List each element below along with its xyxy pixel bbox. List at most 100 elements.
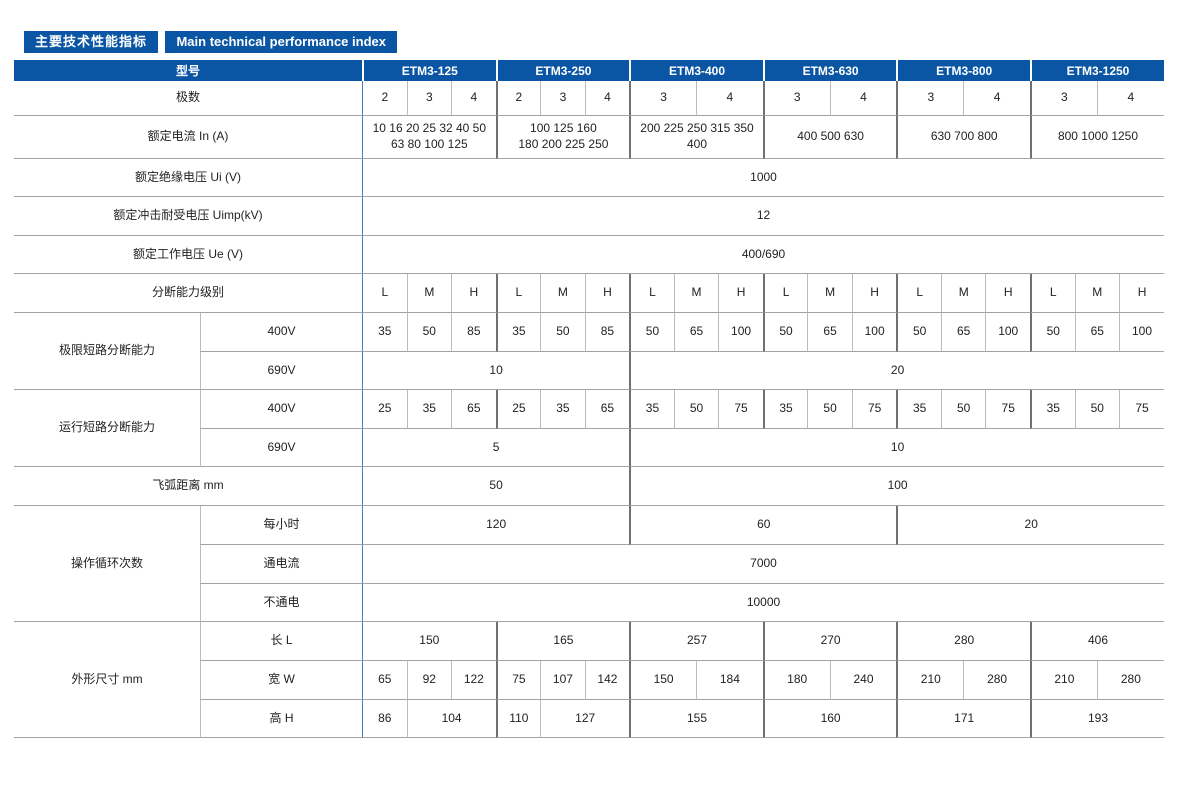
- service-400-value: 50: [1074, 390, 1120, 429]
- poles-value: 3: [540, 81, 585, 116]
- height-value: 193: [1029, 700, 1164, 738]
- ultimate-400-value: 50: [540, 313, 585, 352]
- per-hour-value: 120: [362, 506, 630, 545]
- sub-label-690v: 690V: [200, 352, 363, 390]
- performance-table: 型号 ETM3-125 ETM3-250 ETM3-400 ETM3-630 E…: [14, 60, 1164, 738]
- level-value: L: [1029, 274, 1075, 313]
- row-label-arc-distance: 飞弧距离 mm: [14, 467, 363, 506]
- poles-value: 4: [696, 81, 763, 116]
- length-value: 280: [896, 622, 1030, 661]
- insulation-voltage-value: 1000: [362, 159, 1164, 197]
- ultimate-400-value: 100: [1119, 313, 1164, 352]
- service-400-value: 50: [940, 390, 986, 429]
- service-400-value: 35: [406, 390, 452, 429]
- row-label-insulation-voltage: 额定绝缘电压 Ui (V): [14, 159, 363, 197]
- poles-value: 3: [896, 81, 964, 116]
- length-value: 270: [762, 622, 897, 661]
- rated-current-value: 200 225 250 315 350 400: [629, 116, 763, 159]
- row-label-poles: 极数: [14, 81, 363, 116]
- sub-label-length: 长 L: [200, 622, 363, 661]
- service-690-value: 5: [362, 429, 630, 467]
- service-400-value: 50: [673, 390, 719, 429]
- poles-value: 3: [1029, 81, 1097, 116]
- width-value: 280: [1096, 661, 1164, 700]
- service-400-value: 35: [629, 390, 674, 429]
- arc-distance-value: 100: [629, 467, 1164, 506]
- section-title-zh: 主要技术性能指标: [24, 31, 159, 53]
- width-value: 75: [495, 661, 541, 700]
- ultimate-400-value: 85: [584, 313, 630, 352]
- service-400-value: 35: [896, 390, 941, 429]
- level-value: M: [807, 274, 852, 313]
- group-label-dimensions: 外形尺寸 mm: [14, 622, 200, 738]
- header-model: ETM3-630: [762, 60, 897, 81]
- level-value: M: [1074, 274, 1120, 313]
- level-value: L: [629, 274, 674, 313]
- sub-label-with-current: 通电流: [200, 545, 363, 584]
- width-value: 122: [451, 661, 496, 700]
- level-value: M: [540, 274, 585, 313]
- poles-value: 4: [829, 81, 897, 116]
- header-model: ETM3-250: [495, 60, 630, 81]
- width-value: 240: [829, 661, 897, 700]
- sub-label-400v: 400V: [200, 390, 363, 429]
- group-label-ultimate-breaking: 极限短路分断能力: [14, 313, 200, 390]
- sub-label-690v: 690V: [200, 429, 363, 467]
- service-400-value: 75: [1119, 390, 1164, 429]
- width-value: 150: [629, 661, 696, 700]
- level-value: L: [762, 274, 808, 313]
- poles-value: 2: [362, 81, 407, 116]
- level-value: H: [1119, 274, 1164, 313]
- service-400-value: 65: [451, 390, 496, 429]
- length-value: 150: [362, 622, 496, 661]
- width-value: 65: [362, 661, 407, 700]
- ultimate-400-value: 65: [807, 313, 852, 352]
- ultimate-400-value: 65: [673, 313, 719, 352]
- width-value: 92: [406, 661, 452, 700]
- ultimate-400-value: 85: [451, 313, 496, 352]
- working-voltage-value: 400/690: [362, 236, 1164, 274]
- header-model: ETM3-1250: [1029, 60, 1164, 81]
- height-value: 104: [406, 700, 496, 738]
- width-value: 210: [896, 661, 964, 700]
- width-value: 210: [1029, 661, 1097, 700]
- poles-value: 4: [963, 81, 1030, 116]
- level-value: H: [584, 274, 630, 313]
- level-value: L: [896, 274, 941, 313]
- service-400-value: 50: [807, 390, 852, 429]
- level-value: L: [495, 274, 541, 313]
- service-400-value: 25: [495, 390, 541, 429]
- length-value: 165: [495, 622, 630, 661]
- ultimate-400-value: 50: [629, 313, 674, 352]
- rated-current-value: 100 125 160 180 200 225 250: [495, 116, 630, 159]
- row-label-breaking-level: 分断能力级别: [14, 274, 363, 313]
- service-400-value: 35: [1029, 390, 1075, 429]
- per-hour-value: 20: [896, 506, 1164, 545]
- ultimate-690-value: 20: [629, 352, 1164, 390]
- sub-label-height: 高 H: [200, 700, 363, 738]
- ultimate-400-value: 100: [718, 313, 763, 352]
- service-690-value: 10: [629, 429, 1164, 467]
- rated-current-value: 630 700 800: [896, 116, 1030, 159]
- ultimate-400-value: 50: [896, 313, 941, 352]
- header-model: ETM3-125: [362, 60, 496, 81]
- row-label-impulse-voltage: 额定冲击耐受电压 Uimp(kV): [14, 197, 363, 236]
- height-value: 160: [762, 700, 897, 738]
- level-value: H: [851, 274, 897, 313]
- poles-value: 4: [451, 81, 496, 116]
- poles-value: 3: [762, 81, 830, 116]
- poles-value: 3: [406, 81, 452, 116]
- level-value: H: [718, 274, 763, 313]
- header-model: ETM3-400: [629, 60, 763, 81]
- ultimate-400-value: 35: [362, 313, 407, 352]
- per-hour-value: 60: [629, 506, 897, 545]
- width-value: 107: [540, 661, 585, 700]
- section-title: 主要技术性能指标 Main technical performance inde…: [24, 31, 1178, 53]
- service-400-value: 25: [362, 390, 407, 429]
- impulse-voltage-value: 12: [362, 197, 1164, 236]
- ultimate-400-value: 100: [985, 313, 1030, 352]
- ultimate-400-value: 100: [851, 313, 897, 352]
- sub-label-400v: 400V: [200, 313, 363, 352]
- section-title-en: Main technical performance index: [165, 31, 397, 53]
